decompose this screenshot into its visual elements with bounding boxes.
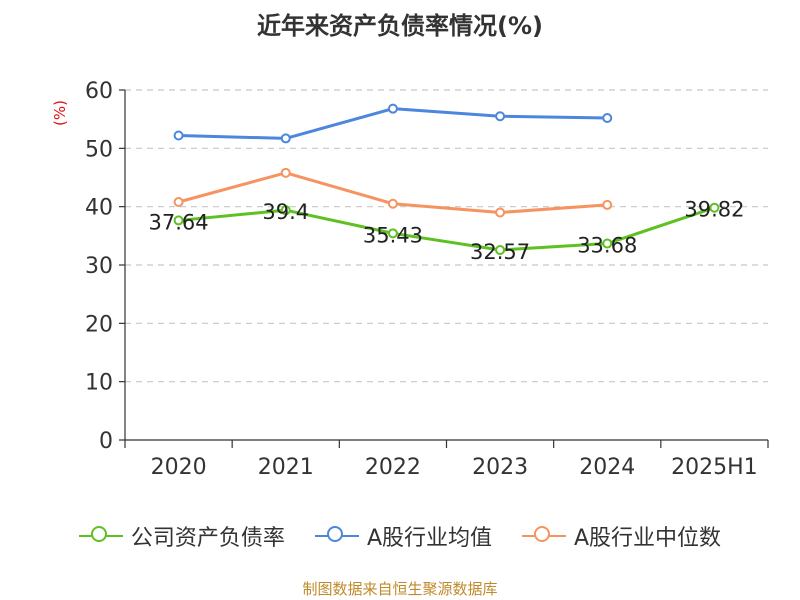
data-point-2 [495,207,506,218]
y-tick-label: 0 [99,429,113,454]
data-point-1 [280,133,291,144]
y-tick-label: 10 [85,371,113,396]
x-tick-label: 2021 [258,455,314,480]
data-label: 35.43 [363,223,423,247]
x-tick-label: 2022 [365,455,421,480]
data-point-2 [280,167,291,178]
chart-legend: 公司资产负债率 A股行业均值 A股行业中位数 [0,520,800,552]
x-tick-label: 2024 [579,455,635,480]
legend-item-industry-median[interactable]: A股行业中位数 [522,520,721,552]
series-line-0 [178,206,715,252]
data-point-0 [173,215,184,226]
data-point-2 [173,197,184,207]
data-point-0 [280,205,291,216]
data-point-0 [709,202,720,213]
data-point-1 [387,103,398,114]
data-label: 32.57 [470,240,530,264]
data-point-2 [602,199,613,210]
data-point-2 [387,198,398,209]
data-label: 39.4 [262,200,309,224]
data-point-1 [495,111,506,122]
legend-label-industry-mean: A股行业均值 [366,526,492,551]
legend-item-company[interactable]: 公司资产负债率 [78,520,285,552]
legend-marker-company-icon [78,526,123,546]
chart-title: 近年来资产负债率情况(%) [257,12,543,40]
x-tick-label: 2025H1 [671,455,758,480]
data-label: 37.64 [149,210,209,234]
y-tick-label: 20 [85,312,113,337]
data-point-1 [602,113,613,123]
data-source-note: 制图数据来自恒生聚源数据库 [302,580,498,598]
legend-label-company: 公司资产负债率 [130,526,285,551]
x-tick-label: 2023 [472,455,528,480]
legend-marker-industry-median-icon [522,526,566,546]
y-tick-label: 60 [85,79,113,104]
data-point-1 [173,130,184,141]
legend-item-industry-mean[interactable]: A股行业均值 [314,520,492,552]
data-label: 39.82 [684,198,744,222]
x-tick-label: 2020 [151,455,207,480]
data-point-0 [495,245,506,256]
y-tick-label: 40 [85,196,113,221]
legend-label-industry-median: A股行业中位数 [574,526,722,551]
data-point-0 [387,228,398,239]
legend-marker-industry-mean-icon [314,526,359,546]
data-point-0 [602,238,613,249]
y-tick-label: 30 [85,254,113,279]
data-label: 33.68 [577,234,637,258]
y-tick-label: 50 [85,137,113,162]
